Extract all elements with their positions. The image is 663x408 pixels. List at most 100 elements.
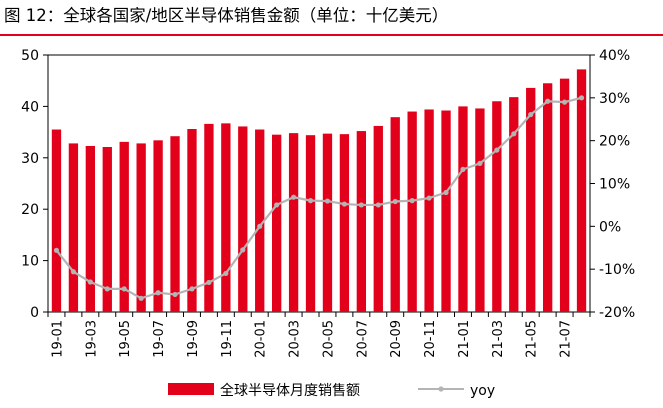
bar-20-05	[322, 133, 333, 312]
bar-20-07	[356, 131, 367, 312]
bar-19-10	[204, 123, 214, 312]
chart-title: 图 12：全球各国家/地区半导体销售金额（单位：十亿美元）	[4, 6, 449, 25]
y-right-tick-label: 20%	[599, 134, 630, 150]
yoy-point-19-02	[70, 269, 77, 275]
yoy-point-19-11	[223, 270, 229, 277]
bar-19-02	[68, 143, 79, 312]
yoy-point-19-01	[53, 247, 60, 253]
bar-19-05	[119, 141, 129, 312]
y-right-tick-label: 0%	[599, 219, 621, 235]
bar-20-03	[288, 133, 299, 312]
x-tick-label: 21-03	[491, 320, 506, 358]
yoy-point-19-07	[155, 290, 161, 296]
bar-20-11	[424, 109, 434, 312]
bar-20-01	[255, 129, 265, 312]
bar-20-08	[373, 125, 383, 313]
yoy-point-20-02	[274, 202, 280, 208]
yoy-point-20-08	[375, 202, 381, 208]
y-right-tick-label: 30%	[599, 91, 630, 107]
bar-19-06	[136, 143, 146, 312]
x-tick-label: 19-05	[118, 320, 133, 358]
yoy-line-path	[55, 96, 582, 300]
bar-21-03	[492, 101, 502, 312]
x-tick-label: 20-01	[254, 320, 269, 358]
x-tick-label: 20-03	[288, 320, 303, 358]
x-tick-label: 20-11	[423, 320, 438, 358]
yoy-point-20-04	[307, 198, 314, 204]
yoy-point-20-09	[392, 198, 398, 205]
x-tick-label: 21-07	[559, 320, 574, 358]
y-left-tick-label: 40	[21, 99, 39, 115]
x-tick-label: 19-11	[220, 320, 235, 358]
bar-20-10	[407, 111, 417, 312]
yoy-point-20-05	[324, 198, 331, 204]
bar-19-11	[221, 123, 231, 312]
yoy-point-21-05	[528, 111, 534, 118]
bar-20-04	[305, 135, 316, 312]
yoy-point-19-04	[104, 286, 110, 292]
x-tick-label: 20-05	[321, 320, 336, 358]
bar-19-09	[187, 129, 197, 312]
y-left-tick-label: 0	[30, 305, 39, 321]
yoy-point-19-06	[138, 295, 144, 301]
x-tick-label: 20-09	[389, 320, 404, 358]
y-left-tick-label: 20	[21, 202, 39, 218]
bar-20-09	[390, 117, 400, 312]
y-right-tick-label: 40%	[599, 48, 630, 64]
legend-bar-swatch	[168, 383, 214, 395]
bar-19-12	[238, 126, 248, 312]
bar-21-01	[458, 106, 468, 313]
legend-line-label: yoy	[470, 383, 495, 399]
x-tick-label: 19-09	[186, 320, 201, 358]
bar-21-06	[543, 83, 553, 313]
x-axis: 19-01 19-03 19-05 19-07 19-09 19-11 20-01 20-03…	[47, 312, 591, 358]
yoy-point-20-03	[290, 194, 297, 200]
yoy-point-20-07	[358, 202, 364, 208]
legend-line-marker	[438, 386, 444, 392]
legend-bar-label: 全球半导体月度销售额	[220, 382, 360, 399]
yoy-point-20-11	[426, 195, 432, 201]
yoy-point-21-02	[477, 160, 483, 166]
y-left-tick-label: 30	[21, 151, 39, 167]
bar-series	[51, 69, 587, 313]
title-rule	[0, 34, 663, 36]
yoy-point-19-08	[172, 291, 178, 298]
yoy-point-19-05	[121, 286, 127, 292]
x-tick-label: 21-01	[457, 320, 472, 358]
yoy-point-21-03	[494, 147, 500, 153]
bar-21-07	[559, 78, 570, 312]
yoy-point-20-12	[443, 189, 449, 196]
bar-19-07	[153, 140, 163, 312]
y-axis-right: -20% -10% 0% 10% 20% 30% 40%	[590, 48, 635, 321]
yoy-point-21-07	[561, 99, 568, 105]
bar-21-08	[576, 69, 587, 312]
bar-21-04	[509, 97, 519, 313]
bar-21-05	[526, 87, 536, 313]
yoy-point-19-10	[206, 279, 212, 286]
yoy-point-20-06	[341, 201, 348, 207]
y-axis-left: 0 10 20 30 40 50	[21, 48, 48, 321]
x-tick-label: 21-05	[525, 320, 540, 358]
yoy-point-19-09	[189, 286, 195, 292]
y-left-tick-label: 10	[21, 254, 39, 270]
yoy-line-series	[53, 95, 585, 301]
yoy-point-21-06	[545, 98, 551, 104]
x-tick-label: 20-07	[355, 320, 370, 358]
yoy-point-19-12	[240, 247, 246, 253]
yoy-point-20-10	[409, 198, 415, 204]
bar-21-02	[475, 108, 485, 313]
yoy-point-21-01	[460, 166, 466, 172]
bar-19-03	[85, 145, 96, 312]
yoy-point-20-01	[257, 223, 263, 229]
legend: 全球半导体月度销售额 yoy	[168, 382, 495, 399]
bar-20-06	[339, 134, 350, 312]
plot-frame	[47, 54, 591, 313]
bar-19-08	[170, 136, 180, 312]
bar-19-01	[51, 129, 62, 312]
bar-19-04	[102, 147, 112, 312]
y-right-tick-label: 10%	[599, 177, 630, 193]
bar-20-02	[272, 134, 282, 312]
x-tick-label: 19-03	[84, 320, 99, 358]
y-left-tick-label: 50	[21, 48, 39, 64]
